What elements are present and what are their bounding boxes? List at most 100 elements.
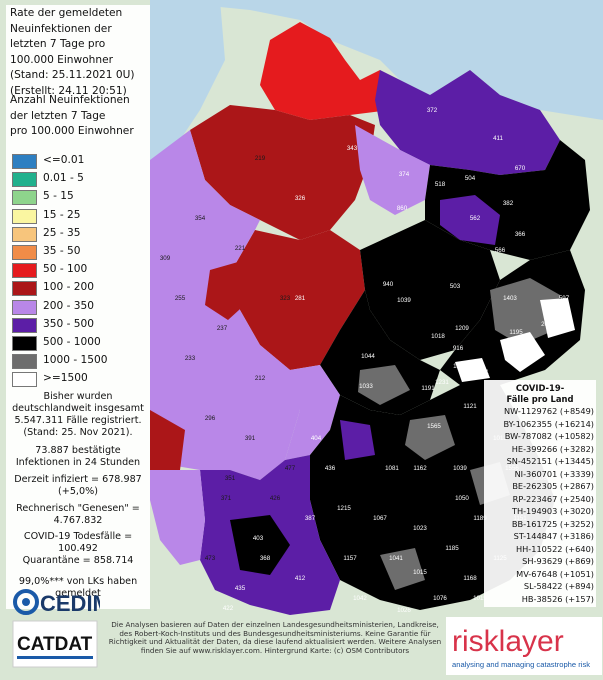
state-cases-row: BY-1062355 (+16214) [503,418,594,429]
district-value-labels: 372 411 343 374 518 504 670 562 382 366 860 940 566 5… [160,107,570,614]
district-value-label: 2041 [475,369,489,376]
legend-title-line-1: Anzahl Neuinfektionen [10,94,130,106]
legend-item: >=1500 [12,371,142,389]
region-sn-white-1 [500,332,545,372]
district-value-label: 412 [295,575,306,582]
district-value-label: 404 [311,435,322,442]
stats-reported: Bisher wurden deutschlandweit insgesamt … [8,391,148,439]
district-value-label: 221 [235,245,246,252]
catdat-logo-frame [12,620,98,668]
footer-line-1: Die Analysen basieren auf Daten der einz… [111,620,439,629]
region-mv [375,70,560,175]
baltic-sea [150,0,603,120]
state-cases-row: SH-93629 (+869) [522,556,594,566]
legend-label: 5 - 15 [43,190,74,203]
cedim-logo-ring [13,589,39,615]
district-regions [150,22,590,615]
state-cases-row: HH-110522 (+640) [515,543,594,554]
region-bb-purple [440,195,500,245]
map-title: Rate der gemeldeten Neuinfektionen der l… [10,6,150,99]
district-value-label: 255 [175,295,186,302]
district-value-label: 1044 [361,353,375,360]
legend-swatch [12,299,37,315]
legend-item: 25 - 35 [12,226,142,244]
legend-swatch [12,226,37,242]
legend-swatch [12,244,37,260]
region-bw-black [230,515,290,575]
stats-reported-line-4: (Stand: 25. Nov 2021). [23,427,133,438]
footer-line-2: des Robert-Koch-Instituts und des Bundes… [119,628,431,638]
region-th [320,290,440,415]
legend-label: 0.01 - 5 [43,172,84,185]
region-sn-gray [490,278,560,345]
legend-label: <=0.01 [43,154,85,166]
legend-label: 35 - 50 [43,244,81,257]
region-hessen-red [150,410,185,470]
stats-infected-line-1: Derzeit infiziert = 678.987 [14,474,142,485]
region-by-gray-3 [380,548,425,590]
stats-confirmed-line-1: 73.887 bestätigte [35,445,121,456]
legend-swatch [12,263,37,279]
legend-item: <=0.01 [12,153,142,171]
district-value-label: 323 [280,295,291,302]
legend-label: 15 - 25 [43,208,81,221]
district-value-label: 233 [185,355,196,362]
district-value-label: 1019 [473,595,487,602]
state-cases-row: MV-67648 (+1051) [516,568,594,579]
district-value-label: 1403 [503,295,517,302]
district-value-label: 422 [223,605,234,612]
district-value-label: 372 [427,107,438,114]
cedim-logo-dot [22,598,30,606]
state-cases-row: NI-360701 (+3339) [514,468,594,479]
district-value-label: 860 [397,205,408,212]
district-value-label: 1015 [413,569,427,576]
legend-item: 500 - 1000 [12,335,142,353]
legend-item: 35 - 50 [12,244,142,262]
district-value-label: 1195 [509,329,523,336]
legend-item: 1000 - 1500 [12,353,142,371]
district-value-label: 1023 [413,525,427,532]
state-cases-row: SN-452151 (+13445) [506,456,594,466]
district-value-label: 1039 [453,465,467,472]
district-value-label: 309 [160,255,171,262]
district-value-label: 351 [225,475,236,482]
region-by-purple [340,420,375,460]
color-legend: <=0.01 0.01 - 5 5 - 15 15 - 25 25 - 35 35 - 5… [12,153,142,389]
region-sn-white-3 [455,358,490,382]
catdat-logo-bar [17,656,93,659]
legend-item: 200 - 350 [12,299,142,317]
district-value-label: 281 [295,295,306,302]
stats-recovered-line-1: Rechnerisch "Genesen" = [16,503,140,514]
stats-reported-line-2: deutschlandweit insgesamt [12,403,144,414]
district-value-label: 343 [347,145,358,152]
state-cases-row: ST-144847 (+3186) [513,531,594,541]
state-cases-title: COVID-19- Fälle pro Land [488,383,592,405]
state-cases-row: BW-787082 (+10582) [504,431,594,441]
district-value-label: 1168 [463,575,477,582]
legend-item: 5 - 15 [12,189,142,207]
district-value-label: 1076 [433,595,447,602]
stats-confirmed-line-2: Infektionen in 24 Stunden [15,457,141,468]
stats-reported-lks-line-2: gemeldet [55,588,101,599]
title-line-1: Rate der gemeldeten [10,7,123,19]
district-value-label: 566 [495,247,506,254]
legend-swatch [12,281,37,297]
legend-item: 0.01 - 5 [12,171,142,189]
stats-infected: Derzeit infiziert = 678.987 (+5,0%) [8,474,148,498]
catdat-logo: CATDAT [12,620,98,668]
district-value-label: 1522 [453,363,467,370]
stats-deaths-line-1: COVID-19 Todesfälle = [23,531,133,542]
title-line-6: (Erstellt: 24.11 20:51) [10,84,127,97]
district-value-label: 1041 [389,555,403,562]
district-value-label: 916 [453,345,464,352]
district-value-label: 368 [260,555,271,562]
district-value-label: 326 [295,195,306,202]
district-value-label: 1033 [359,383,373,390]
legend-swatch [12,335,37,351]
disclaimer-footer: Die Analysen basieren auf Daten der einz… [106,620,444,655]
district-value-label: 1191 [421,385,435,392]
state-cases-row: TH-194903 (+3020) [511,506,594,516]
district-value-label: 597 [559,295,570,302]
district-value-label: 2008 [541,321,555,328]
legend-item: 100 - 200 [12,280,142,298]
